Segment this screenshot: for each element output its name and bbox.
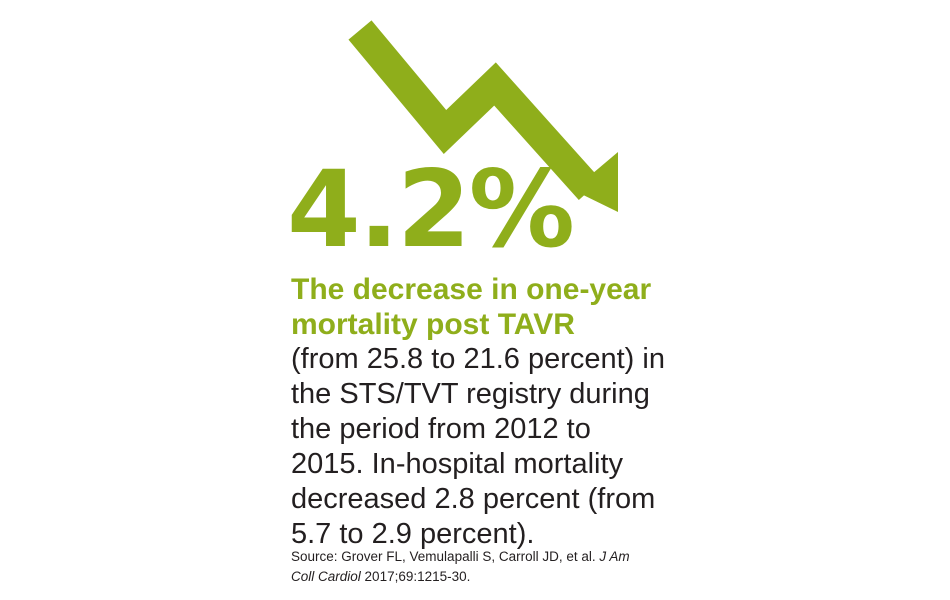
source-authors: Source: Grover FL, Vemulapalli S, Carrol… [291,549,596,564]
description-line: 5.7 to 2.9 percent). [291,518,535,550]
description-line: 2015. In-hospital mortality [291,448,624,480]
source-citation: Source: Grover FL, Vemulapalli S, Carrol… [291,547,630,587]
description-line: the period from 2012 to [291,413,591,445]
source-journal-part2: Coll Cardiol [291,569,361,584]
source-line-1: Source: Grover FL, Vemulapalli S, Carrol… [291,547,630,567]
source-line-2: Coll Cardiol 2017;69:1215-30. [291,567,630,587]
headline-line: The decrease in one-year [291,273,652,306]
description-text: (from 25.8 to 21.6 percent) in the STS/T… [291,342,665,552]
description-line: (from 25.8 to 21.6 percent) in [291,343,665,375]
description-line: the STS/TVT registry during [291,378,650,410]
source-reference: 2017;69:1215-30. [364,569,471,584]
arrow-shaft [348,20,602,201]
arrow-head [573,152,618,212]
headline-line: mortality post TAVR [291,308,575,341]
headline: The decrease in one-year mortality post … [291,272,651,342]
stat-value: 4.2% [287,148,575,271]
source-journal-part1: J Am [599,549,630,564]
description-line: decreased 2.8 percent (from [291,483,656,515]
